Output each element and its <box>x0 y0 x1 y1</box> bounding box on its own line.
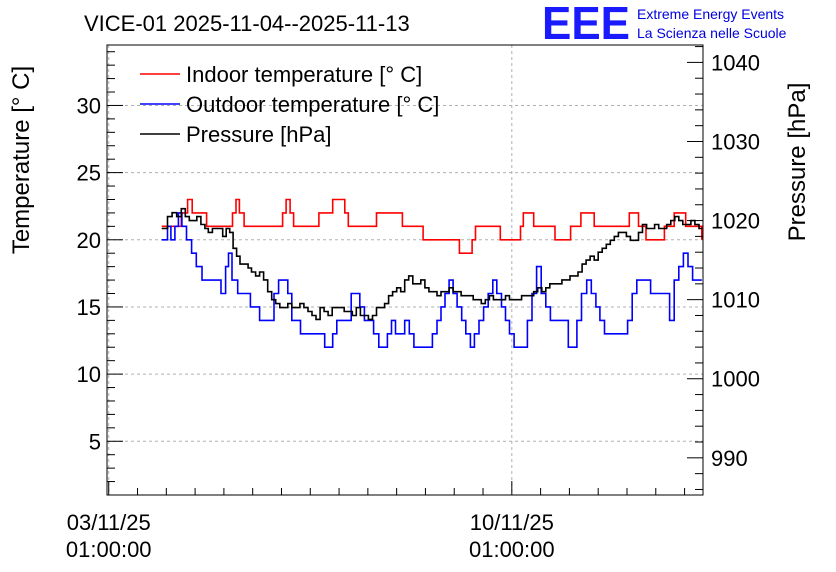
x-tick-label-time: 01:00:00 <box>66 537 152 562</box>
y-axis-right: 990 1000 1010 1020 1030 1040 <box>687 46 760 490</box>
legend-label: Indoor temperature [° C] <box>186 62 422 87</box>
y-right-tick-label: 1020 <box>711 209 760 234</box>
y-left-tick-label: 25 <box>77 161 101 186</box>
y-left-tick-label: 10 <box>77 362 101 387</box>
eee-logo: EEE Extreme Energy Events La Scienza nel… <box>542 0 787 49</box>
y-right-tick-label: 1000 <box>711 367 760 392</box>
y-axis-left: 5 10 15 20 25 30 <box>77 51 123 496</box>
plot-series <box>161 198 703 348</box>
y-left-tick-label: 15 <box>77 295 101 320</box>
series-line-2 <box>161 207 702 321</box>
y-left-tick-label: 5 <box>89 429 101 454</box>
y-right-tick-label: 990 <box>711 446 748 471</box>
y-right-tick-label: 1010 <box>711 288 760 313</box>
y-left-tick-label: 20 <box>77 228 101 253</box>
eee-logo-line2: La Scienza nelle Scuole <box>637 25 787 41</box>
legend-label: Outdoor temperature [° C] <box>186 92 439 117</box>
eee-logo-mark: EEE <box>542 0 630 49</box>
x-tick-label-date: 10/11/25 <box>470 510 554 535</box>
y-axis-right-title: Pressure [hPa] <box>784 83 811 242</box>
x-tick-label-time: 01:00:00 <box>469 537 555 562</box>
chart-title: VICE-01 2025-11-04--2025-11-13 <box>84 11 410 36</box>
series-line-0 <box>161 198 703 254</box>
y-left-tick-label: 30 <box>77 93 101 118</box>
x-tick-label-date: 03/11/25 <box>67 510 151 535</box>
y-right-tick-label: 1040 <box>711 50 760 75</box>
legend-label: Pressure [hPa] <box>186 122 332 147</box>
grid <box>107 45 703 495</box>
plot-frame <box>106 44 704 496</box>
series-line-1 <box>161 212 702 348</box>
legend: Indoor temperature [° C] Outdoor temperat… <box>140 62 439 147</box>
eee-logo-line1: Extreme Energy Events <box>637 6 784 22</box>
y-right-tick-label: 1030 <box>711 129 760 154</box>
y-axis-left-title: Temperature [° C] <box>8 66 35 254</box>
